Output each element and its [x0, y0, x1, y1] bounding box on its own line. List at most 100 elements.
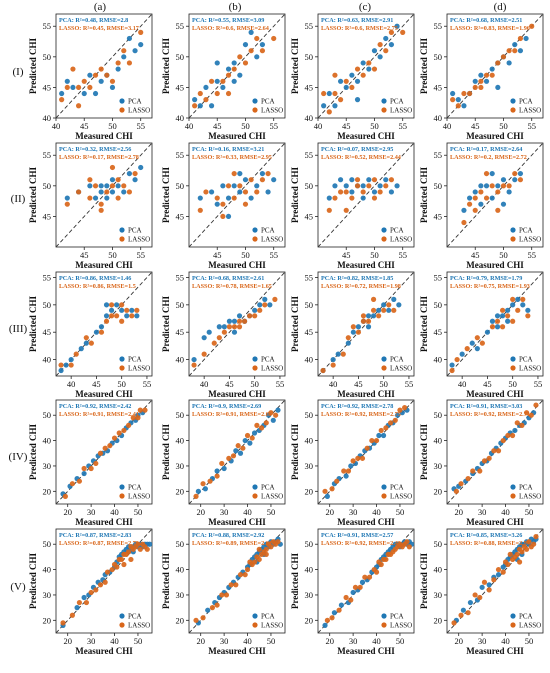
pca-point [474, 346, 480, 352]
y-tick-label: 55 [434, 21, 443, 31]
plot-area [447, 400, 543, 504]
lasso-point [491, 577, 497, 583]
pca-point [461, 207, 467, 213]
legend-label-pca: PCA [519, 356, 533, 364]
plot-area [447, 272, 543, 376]
lasso-point [326, 207, 332, 213]
lasso-point [514, 420, 520, 426]
pca-point [81, 470, 87, 477]
plot-area [189, 529, 285, 633]
pca-point [512, 177, 518, 183]
lasso-point [397, 407, 403, 413]
plot-frame [55, 271, 153, 377]
x-tick-label: 30 [349, 636, 358, 646]
pca-point [506, 60, 512, 66]
pca-point [132, 177, 138, 183]
pca-point [225, 213, 232, 220]
pca-point [472, 78, 478, 84]
y-tick-label: 50 [305, 300, 314, 310]
pca-point [500, 177, 507, 183]
pca-point [321, 103, 327, 109]
lasso-point [465, 610, 471, 616]
x-tick-label: 50 [525, 636, 534, 646]
pca-point [231, 60, 237, 66]
lasso-metrics: LASSO: R²=0.17, RMSE=2.78 [59, 154, 139, 161]
pca-metrics: PCA: R²=0.07, RMSE=2.95 [321, 146, 393, 153]
lasso-point [242, 201, 249, 207]
plot-frame [446, 528, 544, 634]
x-tick-label: 50 [108, 250, 117, 260]
y-axis-label: Predicted CHI [290, 166, 300, 223]
lasso-point [226, 324, 233, 330]
y-tick-label: 20 [43, 486, 52, 496]
legend-marker-pca [381, 484, 387, 490]
lasso-point [525, 313, 531, 319]
pca-point [483, 78, 490, 84]
y-tick-label: 30 [305, 590, 314, 600]
y-tick-label: 45 [176, 211, 185, 221]
lasso-point [203, 189, 209, 195]
lasso-point [524, 410, 530, 416]
x-axis-label: Measured CHI [208, 646, 266, 656]
lasso-point [360, 189, 366, 195]
pca-point [494, 313, 501, 319]
pca-point [267, 302, 273, 308]
lasso-point [450, 97, 456, 103]
y-tick-label: 30 [305, 461, 314, 471]
lasso-point [329, 615, 335, 621]
lasso-point [93, 587, 99, 593]
lasso-point [109, 183, 116, 189]
lasso-point [381, 307, 387, 313]
y-tick-label: 45 [43, 82, 52, 92]
legend-marker-pca [510, 356, 516, 362]
lasso-point [109, 164, 116, 171]
lasso-point [343, 594, 349, 601]
y-tick-label: 55 [305, 150, 314, 160]
y-tick-label: 40 [434, 436, 443, 446]
legend-marker-lasso [119, 365, 125, 371]
pca-point [366, 66, 372, 72]
lasso-point [378, 427, 384, 434]
lasso-point [378, 561, 384, 568]
plot-area [318, 143, 414, 247]
legend-label-lasso: LASSO [390, 107, 412, 115]
pca-metrics: PCA: R²=0.68, RMSE=2.61 [192, 275, 264, 282]
legend-marker-pca [252, 98, 258, 104]
lasso-point [225, 72, 232, 78]
pca-point [395, 412, 401, 418]
lasso-point [458, 481, 464, 487]
pca-point [350, 589, 356, 596]
legend-label-pca: PCA [519, 227, 533, 235]
legend-label-lasso: LASSO [128, 493, 150, 501]
x-tick-label: 40 [501, 507, 510, 517]
plot-frame [188, 528, 286, 634]
lasso-point [388, 177, 395, 183]
lasso-point [259, 177, 266, 183]
pca-point [242, 177, 249, 183]
plot-frame [55, 142, 153, 248]
y-axis-label: Predicted CHI [419, 166, 429, 223]
legend-label-lasso: LASSO [128, 107, 150, 115]
pca-point [383, 177, 389, 183]
lasso-point [371, 177, 378, 183]
lasso-point [68, 362, 74, 368]
pca-point [109, 177, 116, 183]
lasso-point [114, 313, 120, 319]
legend-marker-lasso [510, 622, 516, 628]
pca-point [98, 183, 104, 189]
pca-point [132, 48, 138, 54]
y-tick-label: 55 [176, 272, 185, 282]
lasso-point [268, 544, 274, 550]
pca-point [59, 90, 65, 97]
legend-marker-lasso [381, 365, 387, 371]
legend-label-lasso: LASSO [261, 365, 283, 373]
y-tick-label: 20 [434, 615, 443, 625]
pca-point [214, 60, 220, 66]
lasso-point [75, 103, 82, 109]
lasso-point [329, 486, 335, 492]
lasso-point [500, 183, 507, 189]
